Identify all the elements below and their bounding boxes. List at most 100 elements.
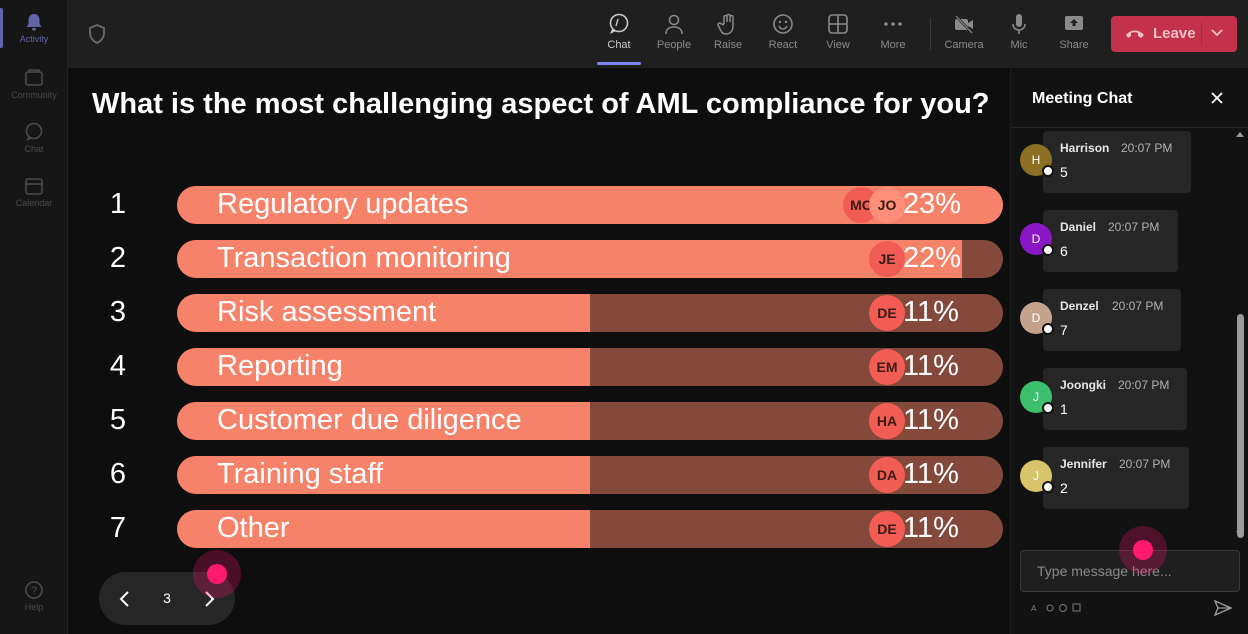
option-bar-fill (177, 240, 962, 278)
avatar: D (1020, 302, 1054, 335)
chevron-left-icon[interactable] (117, 590, 133, 608)
voter-avatar: DA (869, 457, 905, 493)
scroll-down-icon[interactable] (1236, 530, 1244, 538)
chat-message: Denzel 20:07 PM 7 (1043, 289, 1181, 351)
chat-active-indicator (597, 62, 641, 65)
help-icon: ? (25, 581, 43, 599)
leave-button[interactable]: Leave (1111, 16, 1237, 52)
option-label: Customer due diligence (217, 404, 522, 436)
option-number: 1 (109, 188, 127, 220)
voter-avatar: JE (869, 241, 905, 277)
poll-option-row: 2 Transaction monitoring JE 22% (68, 240, 1010, 278)
voter-avatar: DE (869, 511, 905, 547)
message-text: 7 (1060, 322, 1068, 338)
presence-indicator (1042, 481, 1054, 493)
rail-item-community[interactable]: Community (0, 68, 68, 100)
option-bar: Other DE 11% (177, 510, 1003, 548)
option-number: 3 (109, 296, 127, 328)
option-number: 2 (109, 242, 127, 274)
rail-item-chat[interactable]: Chat (0, 122, 68, 154)
voter-avatar: JO (869, 187, 905, 223)
toolbar-chat-button[interactable]: Chat (594, 10, 644, 60)
bell-icon (26, 14, 42, 31)
chat-scroll-thumb[interactable] (1237, 314, 1244, 538)
toolbar-raise-hand-button[interactable]: Raise (703, 10, 753, 60)
rail-active-indicator (0, 8, 3, 48)
rail-item-activity[interactable]: Activity (0, 12, 68, 44)
option-bar: Risk assessment DE 11% (177, 294, 1003, 332)
toolbar-react-button[interactable]: React (758, 10, 808, 60)
option-label: Regulatory updates (217, 188, 469, 220)
shield-icon[interactable] (88, 24, 106, 44)
toolbar-more-button[interactable]: More (868, 10, 918, 60)
people-icon (665, 14, 683, 35)
rail-item-help[interactable]: ? Help (0, 580, 68, 612)
voter-avatar: HA (869, 403, 905, 439)
message-sender: Denzel (1060, 299, 1099, 313)
rail-item-calendar[interactable]: Calendar (0, 176, 68, 208)
meeting-toolbar: Chat People Raise React View More Camera… (68, 0, 1248, 68)
chat-icon (609, 13, 629, 34)
toolbar-separator (930, 18, 931, 50)
chevron-down-icon[interactable] (1211, 29, 1223, 37)
toolbar-camera-button[interactable]: Camera (939, 10, 989, 60)
option-label: Risk assessment (217, 296, 437, 328)
option-percentage: 22% (903, 242, 962, 274)
option-percentage: 11% (903, 458, 959, 490)
presence-indicator (1042, 244, 1054, 256)
chevron-right-icon[interactable] (201, 590, 217, 608)
option-bar: Regulatory updates MC JO 23% (177, 186, 1003, 224)
poll-option-row: 3 Risk assessment DE 11% (68, 294, 1010, 332)
toolbar-mic-button[interactable]: Mic (994, 10, 1044, 60)
option-bar: Training staff DA 11% (177, 456, 1003, 494)
message-timestamp: 20:07 PM (1112, 299, 1164, 313)
poll-question: What is the most challenging aspect of A… (92, 88, 990, 120)
camera-off-icon (955, 15, 973, 34)
share-screen-icon (1065, 16, 1083, 30)
page-number: 3 (163, 590, 171, 606)
message-timestamp: 20:07 PM (1108, 220, 1160, 234)
svg-text:A: A (1031, 604, 1037, 613)
message-text: 2 (1060, 480, 1068, 496)
avatar: J (1020, 381, 1054, 414)
hang-up-icon (1126, 30, 1144, 38)
send-icon[interactable] (1214, 600, 1232, 616)
voter-avatar: DE (869, 295, 905, 331)
raise-hand-icon (717, 13, 734, 35)
avatar-initial: H (1031, 153, 1041, 167)
message-text: 1 (1060, 401, 1068, 417)
toolbar-view-button[interactable]: View (813, 10, 863, 60)
chat-header-divider (1011, 127, 1248, 128)
poll-option-row: 5 Customer due diligence HA 11% (68, 402, 1010, 440)
option-label: Other (217, 512, 290, 544)
option-number: 5 (109, 404, 127, 436)
presence-indicator (1042, 323, 1054, 335)
page-navigator: 3 (99, 572, 235, 625)
microphone-icon (1012, 14, 1026, 34)
message-timestamp: 20:07 PM (1119, 457, 1171, 471)
option-percentage: 11% (903, 350, 959, 382)
poll-option-row: 1 Regulatory updates MC JO 23% (68, 186, 1010, 224)
toolbar-share-button[interactable]: Share (1049, 10, 1099, 60)
chat-message: Daniel 20:07 PM 6 (1043, 210, 1178, 272)
avatar-initial: J (1033, 469, 1039, 483)
avatar-initial: J (1033, 390, 1039, 404)
community-icon (25, 69, 43, 86)
avatar-initial: D (1031, 232, 1041, 246)
chat-title: Meeting Chat (1032, 90, 1133, 107)
option-label: Transaction monitoring (217, 242, 511, 274)
poll-stage: What is the most challenging aspect of A… (68, 68, 1010, 634)
chat-message: Harrison 20:07 PM 5 (1043, 131, 1191, 193)
option-label: Training staff (217, 458, 384, 490)
close-icon[interactable] (1210, 91, 1224, 105)
message-text: 6 (1060, 243, 1068, 259)
smiley-icon (773, 14, 793, 34)
chat-message: Joongki 20:07 PM 1 (1043, 368, 1187, 430)
toolbar-people-button[interactable]: People (649, 10, 699, 60)
chat-message-input[interactable] (1020, 550, 1240, 592)
message-text: 5 (1060, 164, 1068, 180)
click-indicator (1119, 526, 1167, 574)
scroll-up-icon[interactable] (1236, 130, 1244, 138)
poll-option-row: 7 Other DE 11% (68, 510, 1010, 548)
formatting-icons[interactable]: A (1031, 602, 1091, 614)
